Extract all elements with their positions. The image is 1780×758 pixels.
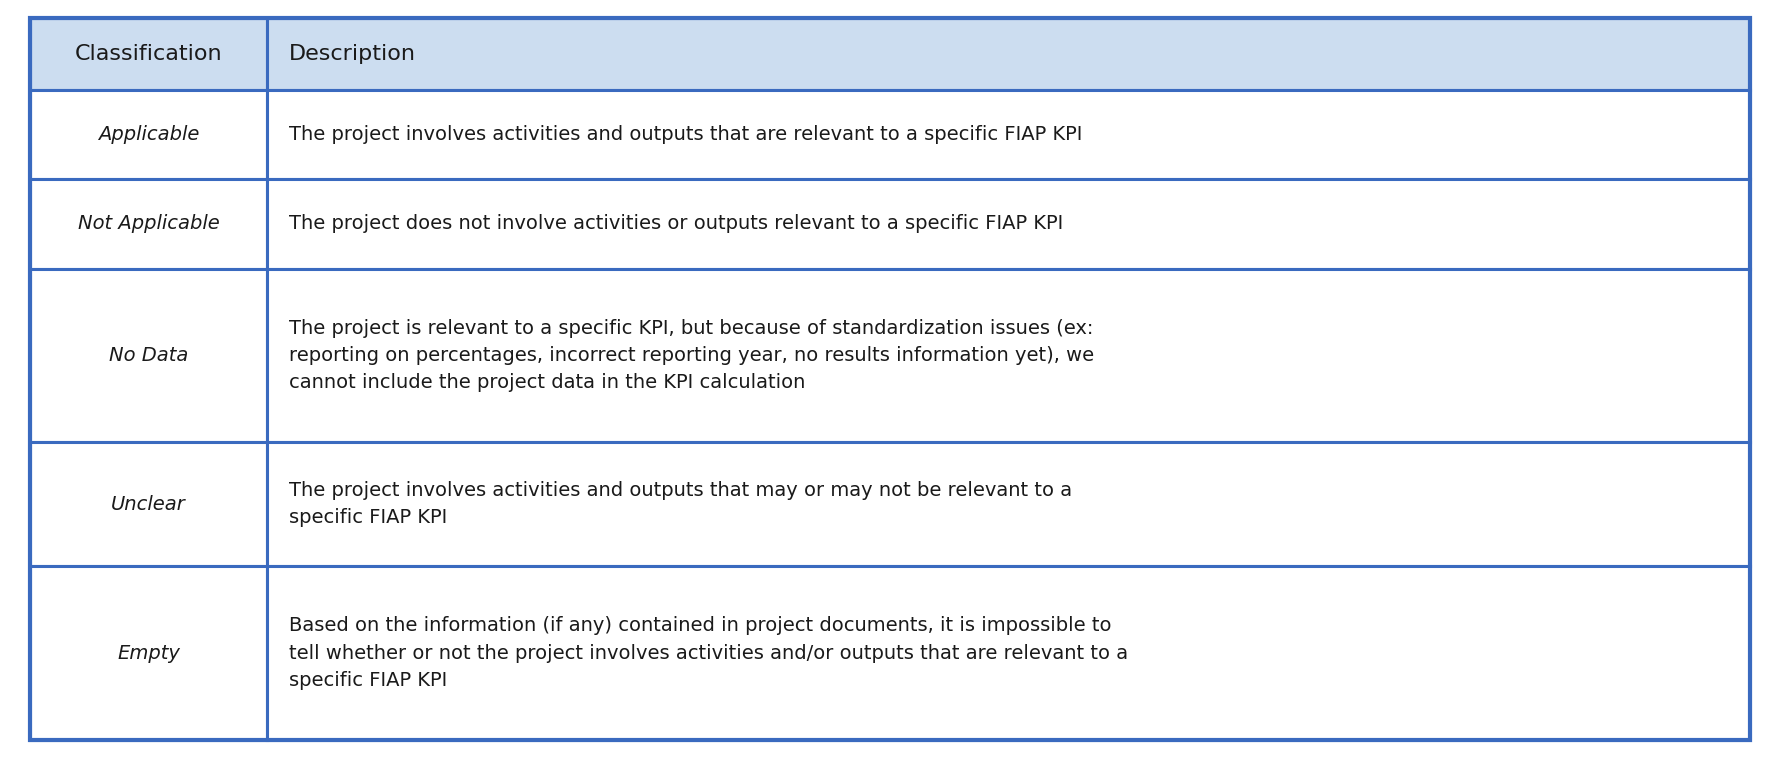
Bar: [267, 18, 1750, 90]
Bar: [30, 180, 267, 268]
Text: Description: Description: [290, 44, 417, 64]
Text: No Data: No Data: [109, 346, 189, 365]
Bar: [30, 90, 267, 180]
Text: The project does not involve activities or outputs relevant to a specific FIAP K: The project does not involve activities …: [290, 215, 1064, 233]
Text: The project is relevant to a specific KPI, but because of standardization issues: The project is relevant to a specific KP…: [290, 318, 1095, 392]
Text: Empty: Empty: [117, 644, 180, 662]
Text: The project involves activities and outputs that are relevant to a specific FIAP: The project involves activities and outp…: [290, 125, 1082, 144]
Bar: [30, 268, 267, 442]
Bar: [267, 90, 1750, 180]
Text: Not Applicable: Not Applicable: [78, 215, 219, 233]
Text: The project involves activities and outputs that may or may not be relevant to a: The project involves activities and outp…: [290, 481, 1073, 528]
Text: Classification: Classification: [75, 44, 222, 64]
Bar: [267, 268, 1750, 442]
Bar: [267, 566, 1750, 740]
Bar: [267, 180, 1750, 268]
Bar: [30, 18, 267, 90]
Bar: [30, 442, 267, 566]
Bar: [267, 442, 1750, 566]
Text: Based on the information (if any) contained in project documents, it is impossib: Based on the information (if any) contai…: [290, 616, 1129, 690]
Text: Unclear: Unclear: [112, 495, 187, 514]
Bar: [30, 566, 267, 740]
Text: Applicable: Applicable: [98, 125, 199, 144]
